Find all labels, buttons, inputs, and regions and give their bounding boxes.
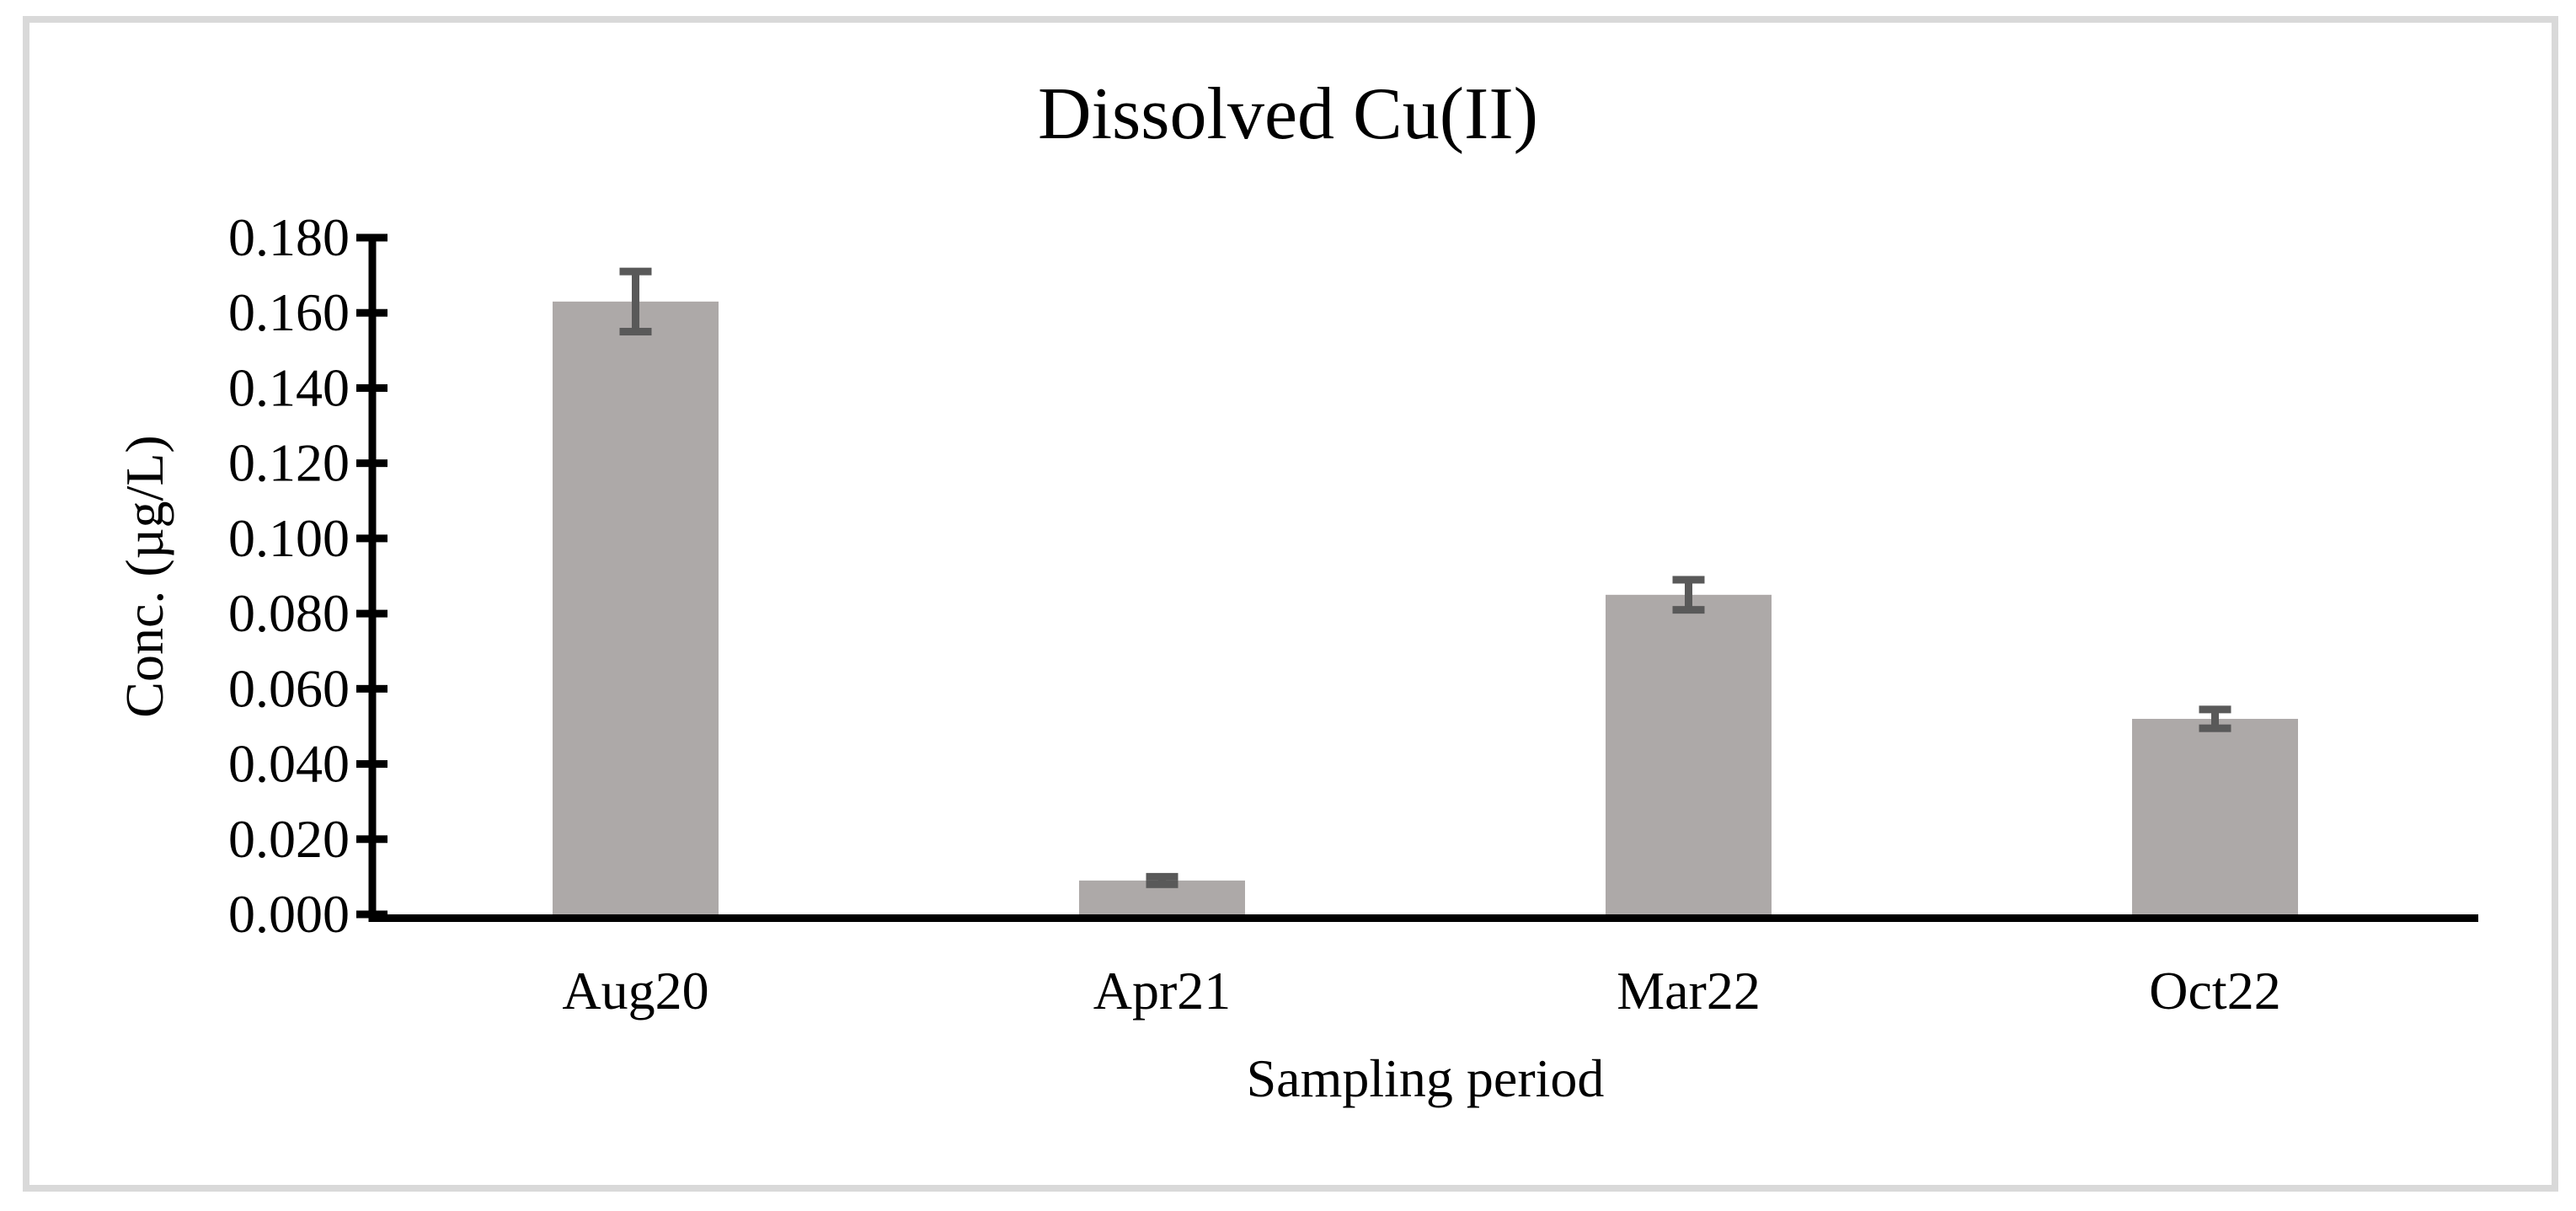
bar-mar22 bbox=[1606, 594, 1772, 914]
y-tick-label: 0.060 bbox=[228, 658, 350, 718]
bar-oct22 bbox=[2132, 719, 2298, 914]
y-axis-line bbox=[368, 233, 377, 922]
error-bar-cap-bottom-apr21 bbox=[1146, 880, 1178, 888]
chart-title: Dissolved Cu(II) bbox=[1038, 73, 1538, 155]
x-tick-label: Oct22 bbox=[2149, 961, 2280, 1021]
y-tick-label: 0.180 bbox=[228, 207, 350, 267]
y-tick-label: 0.000 bbox=[228, 884, 350, 944]
error-bar-line-aug20 bbox=[632, 271, 639, 332]
error-bar-cap-bottom-oct22 bbox=[2199, 724, 2231, 732]
error-bar-cap-top-apr21 bbox=[1146, 872, 1178, 881]
x-axis-line bbox=[368, 914, 2478, 922]
bar-aug20 bbox=[553, 301, 719, 915]
error-bar-cap-top-oct22 bbox=[2199, 705, 2231, 714]
x-axis-title: Sampling period bbox=[1246, 1048, 1605, 1108]
y-tick-label: 0.120 bbox=[228, 433, 350, 493]
x-tick-label: Mar22 bbox=[1617, 961, 1761, 1021]
x-tick-label: Aug20 bbox=[562, 961, 708, 1021]
y-tick-label: 0.140 bbox=[228, 357, 350, 417]
y-tick-label: 0.100 bbox=[228, 508, 350, 568]
y-tick-label: 0.040 bbox=[228, 734, 350, 794]
error-bar-line-oct22 bbox=[2211, 709, 2219, 729]
error-bar-cap-bottom-aug20 bbox=[619, 328, 652, 336]
y-tick-label: 0.160 bbox=[228, 282, 350, 342]
x-tick-label: Apr21 bbox=[1093, 961, 1232, 1021]
error-bar-cap-top-aug20 bbox=[619, 267, 652, 276]
error-bar-cap-bottom-mar22 bbox=[1672, 606, 1705, 614]
figure-frame bbox=[23, 16, 2558, 1192]
y-tick-label: 0.080 bbox=[228, 583, 350, 643]
y-tick-label: 0.020 bbox=[228, 809, 350, 869]
error-bar-line-mar22 bbox=[1685, 579, 1692, 610]
error-bar-cap-top-mar22 bbox=[1672, 576, 1705, 584]
